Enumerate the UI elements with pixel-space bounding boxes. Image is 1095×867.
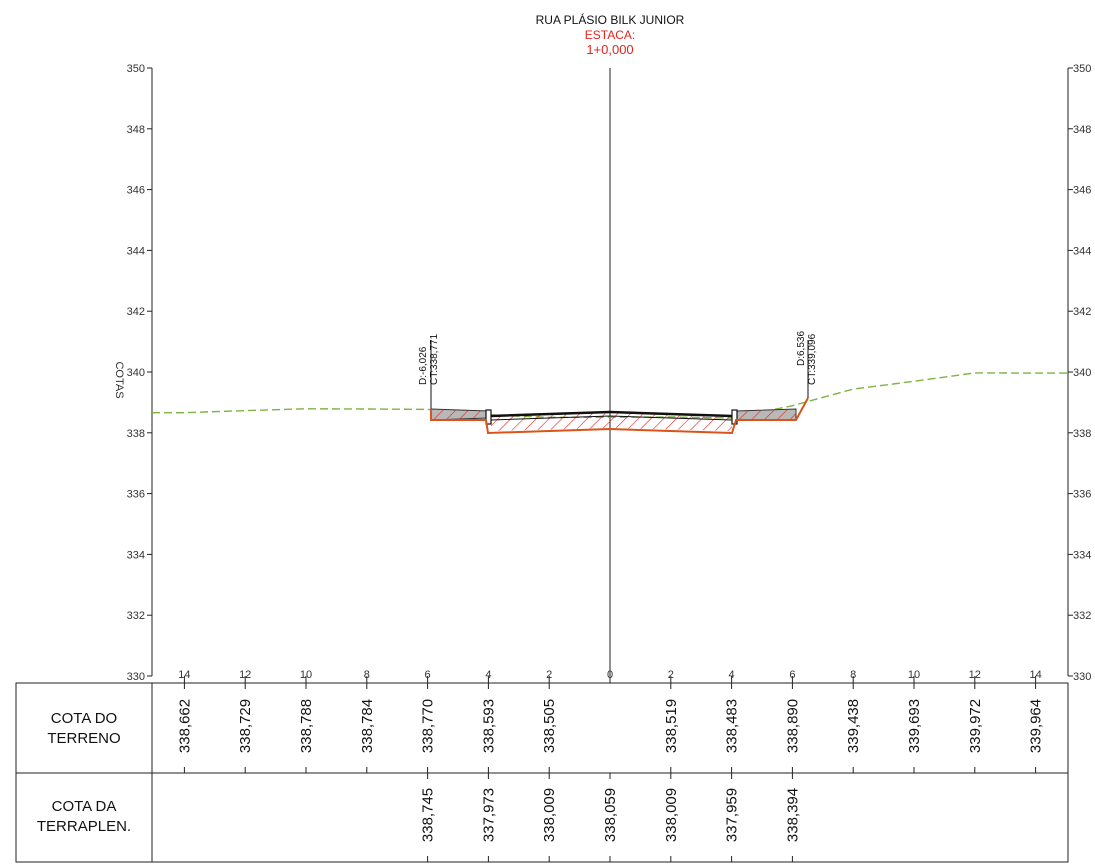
y-tick-label-right: 342: [1073, 306, 1091, 318]
y-tick-label-right: 332: [1073, 610, 1091, 622]
x-tick-label: 8: [364, 669, 370, 681]
terreno-value: 338,662: [176, 699, 193, 753]
y-tick-label-left: 344: [127, 245, 145, 257]
terraplen-value: 337,973: [480, 788, 497, 842]
x-tick-label: 10: [908, 669, 920, 681]
terraplen-value: 338,059: [602, 788, 619, 842]
y-tick-label-right: 346: [1073, 185, 1091, 197]
terreno-value: 338,519: [663, 699, 680, 753]
x-tick-label: 14: [178, 669, 190, 681]
terraplen-value: 338,394: [784, 788, 801, 842]
y-tick-label-right: 330: [1073, 671, 1091, 683]
y-axis-left: 350 348 346 344 342 340 338 336 334 332 330: [127, 63, 152, 683]
terreno-value: 338,593: [480, 699, 497, 753]
y-tick-label-right: 334: [1073, 549, 1091, 561]
station-value: 1+0,000: [586, 42, 633, 57]
y-tick-label-right: 350: [1073, 63, 1091, 75]
row1-label-line2: TERRENO: [47, 730, 120, 747]
right-offset-text: D:6,536: [796, 331, 807, 366]
y-tick-label-left: 346: [127, 185, 145, 197]
x-tick-label: 4: [729, 669, 735, 681]
terreno-row: 338,662 338,729 338,788 338,784 338,770 338,5…: [176, 683, 1044, 773]
street-title: RUA PLÁSIO BILK JUNIOR: [536, 12, 685, 27]
left-offset-text: D:-6,026: [418, 346, 429, 385]
axis-label-cotas: COTAS: [113, 361, 125, 398]
x-tick-label: 10: [300, 669, 312, 681]
y-tick-label-right: 344: [1073, 245, 1091, 257]
y-tick-label-left: 348: [127, 124, 145, 136]
terreno-value: 339,438: [845, 699, 862, 753]
x-tick-label: 2: [546, 669, 552, 681]
terreno-value: 338,770: [420, 699, 437, 753]
x-tick-label: 12: [969, 669, 981, 681]
y-tick-label-left: 334: [127, 549, 145, 561]
x-tick-label: 8: [850, 669, 856, 681]
y-tick-label-right: 336: [1073, 489, 1091, 501]
plot-frame: [152, 68, 1068, 676]
terraplen-value: 338,745: [420, 788, 437, 842]
row2-label-line1: COTA DA: [52, 798, 117, 815]
y-tick-label-left: 336: [127, 489, 145, 501]
y-tick-label-left: 330: [127, 671, 145, 683]
row2-label-line2: TERRAPLEN.: [37, 818, 131, 835]
y-tick-label-left: 342: [127, 306, 145, 318]
x-tick-label: 14: [1029, 669, 1041, 681]
row1-label-line1: COTA DO: [51, 710, 117, 727]
right-elevation-text: CT:339,096: [807, 333, 818, 385]
y-tick-label-left: 338: [127, 428, 145, 440]
terreno-value: 338,890: [784, 699, 801, 753]
y-tick-label-left: 332: [127, 610, 145, 622]
terreno-value: 338,505: [541, 699, 558, 753]
terraplen-row: 338,745 337,973 338,009 338,059 338,009 337,9…: [420, 773, 802, 862]
terreno-value: 339,964: [1028, 699, 1045, 753]
terreno-value: 338,784: [359, 699, 376, 753]
y-tick-label-right: 340: [1073, 367, 1091, 379]
terraplen-value: 337,959: [724, 788, 741, 842]
terraplen-value: 338,009: [541, 788, 558, 842]
terreno-value: 338,483: [724, 699, 741, 753]
y-tick-label-right: 338: [1073, 428, 1091, 440]
y-axis-right: 350 348 346 344 342 340 338 336 334 332 330: [1068, 63, 1091, 683]
left-elevation-text: CT:338,771: [429, 333, 440, 385]
terreno-value: 339,972: [967, 699, 984, 753]
x-axis-ticks: 14 12 10 8 6 4 2 0 2 4 6 8 10 12 14: [178, 669, 1041, 683]
y-tick-label-right: 348: [1073, 124, 1091, 136]
x-tick-label: 6: [425, 669, 431, 681]
x-tick-label: 2: [668, 669, 674, 681]
terreno-value: 338,729: [237, 699, 254, 753]
data-table: COTA DO TERRENO COTA DA TERRAPLEN. 338,6…: [16, 683, 1068, 862]
x-tick-label: 4: [485, 669, 491, 681]
y-tick-label-left: 350: [127, 63, 145, 75]
road-section: [431, 340, 808, 433]
x-tick-label: 12: [239, 669, 251, 681]
terreno-value: 339,693: [906, 699, 923, 753]
terraplen-value: 338,009: [663, 788, 680, 842]
x-tick-label: 0: [607, 669, 613, 681]
y-tick-label-left: 340: [127, 367, 145, 379]
x-tick-label: 6: [789, 669, 795, 681]
terreno-value: 338,788: [298, 699, 315, 753]
station-label: ESTACA:: [585, 28, 635, 42]
